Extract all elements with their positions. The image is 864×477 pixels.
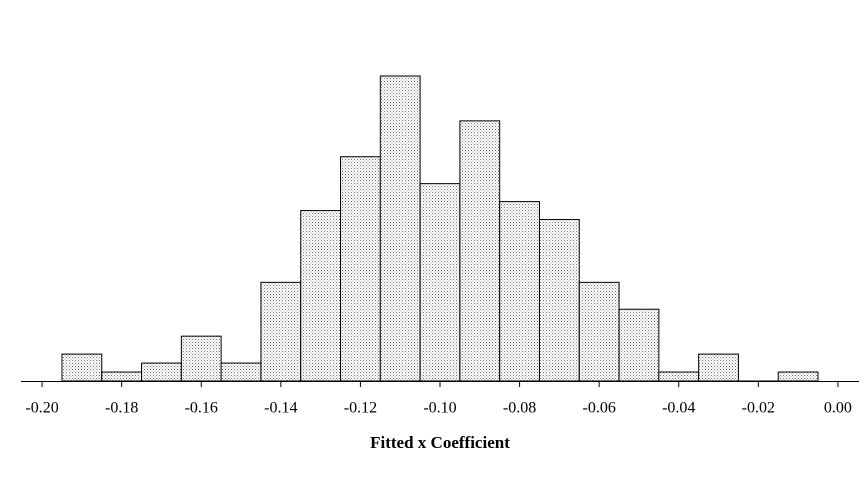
bar [618,308,660,382]
x-tick-label: -0.10 [423,400,456,417]
bar [379,75,421,382]
bar [300,210,342,382]
x-tick-label: 0.00 [824,400,852,417]
x-tick-label: -0.20 [25,400,58,417]
x-tick-label: -0.18 [105,400,138,417]
x-tick-label: -0.08 [503,400,536,417]
bar [61,353,103,382]
bar [578,281,620,382]
bar [260,281,302,382]
x-tick-label: -0.04 [662,400,695,417]
x-axis-label: Fitted x Coefficient [370,433,510,452]
bar [419,183,461,382]
x-tick-label: -0.02 [742,400,775,417]
bar [499,201,540,382]
bar [101,371,143,382]
x-tick-label: -0.14 [264,400,297,417]
bar [141,362,182,382]
bar [538,219,580,382]
bar [180,335,222,382]
bar [658,371,700,382]
bar [220,362,262,382]
x-tick-label: -0.12 [344,400,377,417]
bar [698,353,739,382]
bar [777,371,819,382]
bar [459,120,501,382]
x-tick-label: -0.06 [583,400,616,417]
bar [340,156,381,382]
x-tick-label: -0.16 [185,400,218,417]
